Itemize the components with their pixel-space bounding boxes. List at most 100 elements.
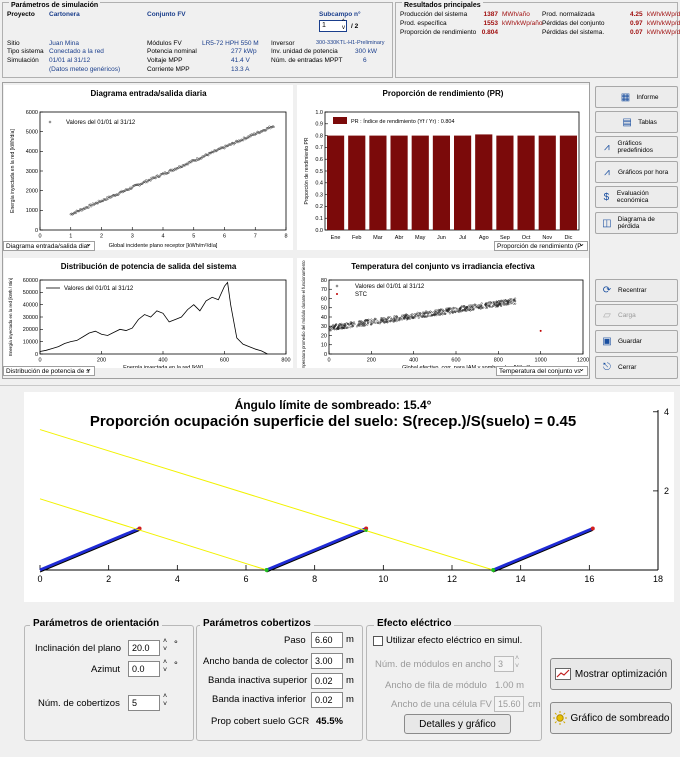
temp-point [434, 312, 437, 315]
pr-chart-dropdown[interactable]: Proporción de rendimiento (P [494, 241, 588, 251]
collector-1-base [39, 530, 140, 573]
dist-y-tick-label: 40000 [23, 303, 38, 309]
azimuth-label: Azimut [91, 664, 121, 675]
modules-width-input[interactable]: 3 [494, 656, 514, 672]
io-point [207, 154, 210, 157]
gcr-label: Prop cobert suelo GCR [211, 716, 310, 727]
temp-point [421, 315, 424, 318]
temp-point [490, 305, 493, 308]
pr-y-tick-label: 0.4 [315, 181, 323, 187]
temp-point [435, 310, 438, 313]
tilt-input[interactable] [128, 640, 160, 656]
temp-point [414, 313, 417, 316]
limit-angle: Ángulo límite de sombreado: 15.4° [24, 398, 642, 412]
io-point [96, 202, 100, 205]
io-chart-dropdown[interactable]: Diagrama entrada/salida diar [3, 241, 95, 251]
azimuth-spinner-icon[interactable]: ˄ ˅ [163, 659, 168, 674]
temp-point [444, 312, 447, 315]
dist-chart-dropdown[interactable]: Distribución de potencia de s [3, 366, 95, 376]
use-effect-checkbox[interactable] [373, 636, 383, 646]
result-label: Pérdidas del conjunto [542, 20, 605, 27]
top-inactive-input[interactable] [311, 673, 343, 689]
modules-width-label: Núm. de módulos en ancho [375, 659, 492, 670]
main-results-header: Resultados principales [402, 2, 483, 9]
bottom-inactive-unit: m [346, 694, 354, 705]
pr-category-label: Ago [479, 235, 489, 241]
temp-point [383, 321, 386, 324]
pr-bar [432, 135, 450, 230]
temp-point [392, 319, 395, 322]
sheds-input[interactable] [128, 695, 160, 711]
tilt-spinner-icon[interactable]: ˄ ˅ [163, 638, 168, 653]
report-icon: ▦ [620, 91, 631, 103]
temp-point [375, 318, 378, 321]
temp-point [353, 323, 356, 326]
temp-point [331, 325, 334, 328]
shading-chart-svg: 0 2 4 6 8 10 12 14 16 18 2 4 [37, 407, 669, 584]
informe-button[interactable]: ▦ Informe [595, 86, 678, 108]
temp-chart-dropdown[interactable]: Temperatura del conjunto vs [496, 366, 588, 376]
io-x-tick-label: 8 [284, 234, 287, 240]
temp-point [435, 309, 438, 312]
temp-point [414, 316, 417, 319]
temp-point [410, 316, 413, 319]
simulation-value: 01/01 al 31/12 [49, 57, 91, 64]
dist-y-tick-label: 30000 [23, 315, 38, 321]
tablas-button[interactable]: ▤ Tablas [595, 111, 678, 133]
cell-width-label: Ancho de una célula FV [391, 699, 492, 710]
guardar-button[interactable]: ▣ Guardar [595, 330, 678, 353]
pr-category-label: Nov [542, 235, 552, 241]
temp-point [481, 306, 484, 309]
folder-icon: ▱ [603, 309, 611, 321]
modules-width-spinner-icon[interactable]: ˄ ˅ [515, 655, 520, 670]
shading-chart-button[interactable]: Gráfico de sombreado [550, 702, 672, 734]
temp-point [361, 323, 364, 326]
temp-point [395, 320, 398, 323]
shade-x-tick-label: 2 [106, 574, 111, 584]
temp-point [402, 315, 405, 318]
cerrar-button[interactable]: ⎋ Cerrar [595, 356, 678, 379]
subfield-total: / 2 [351, 23, 359, 30]
io-x-axis-label: Global incidente plano receptor [kWh/m²/… [109, 243, 218, 249]
dist-plot-frame [39, 279, 287, 355]
limit-angle-label: Ángulo límite de sombreado: [234, 398, 400, 412]
temp-legend-marker [335, 284, 339, 288]
nominal-power-label: Potencia nominal [147, 48, 197, 55]
temp-point [353, 321, 356, 324]
carga-button[interactable]: ▱ Carga [595, 304, 678, 326]
temp-point [486, 305, 489, 308]
bottom-inactive-input[interactable] [311, 692, 343, 708]
cell-width-input[interactable]: 15.60 [494, 696, 524, 712]
temp-point [343, 324, 346, 327]
temp-point [484, 303, 487, 306]
inverter-unit-power-label: Inv. unidad de potencia [271, 48, 338, 55]
gráficos-por-hora-button[interactable]: ⩘ Gráficos por hora [595, 161, 678, 183]
io-point [251, 133, 254, 136]
pr-y-axis-label: Proporción de rendimiento PR [304, 137, 310, 204]
temp-point [400, 316, 403, 319]
azimuth-input[interactable] [128, 661, 160, 677]
collector-width-input[interactable] [311, 653, 343, 669]
subfield-spinner[interactable]: 1 ^ v [319, 19, 347, 32]
io-x-tick-label: 1 [69, 234, 72, 240]
gcr-title: Proporción ocupación superficie del suel… [89, 413, 577, 430]
temp-point [473, 303, 476, 306]
pitch-input[interactable] [311, 632, 343, 648]
sheds-spinner-icon[interactable]: ˄ ˅ [163, 693, 168, 708]
gráficos-predefinidos-button[interactable]: ⩘ Gráficos predefinidos [595, 136, 678, 158]
spinner-arrows-icon[interactable]: ^ v [342, 19, 345, 31]
loss-diagram-icon: ◫ [602, 217, 612, 229]
result-label: Prod. específica [400, 20, 447, 27]
temp-point [362, 324, 365, 327]
button-label: Gráficos predefinidos [617, 140, 653, 154]
temp-x-tick-label: 400 [409, 358, 418, 364]
show-optimization-button[interactable]: Mostrar optimización [550, 658, 672, 690]
shade-x-tick-label: 0 [37, 574, 42, 584]
recentrar-button[interactable]: ⟳ Recentrar [595, 279, 678, 302]
details-button[interactable]: Detalles y gráfico [404, 714, 511, 734]
diagrama-de-pérdida-button[interactable]: ◫ Diagrama de pérdida [595, 212, 678, 234]
temp-point [363, 320, 366, 323]
io-point [264, 129, 268, 132]
evaluación-económica-button[interactable]: $ Evaluación económica [595, 186, 678, 208]
temp-point [496, 301, 499, 304]
